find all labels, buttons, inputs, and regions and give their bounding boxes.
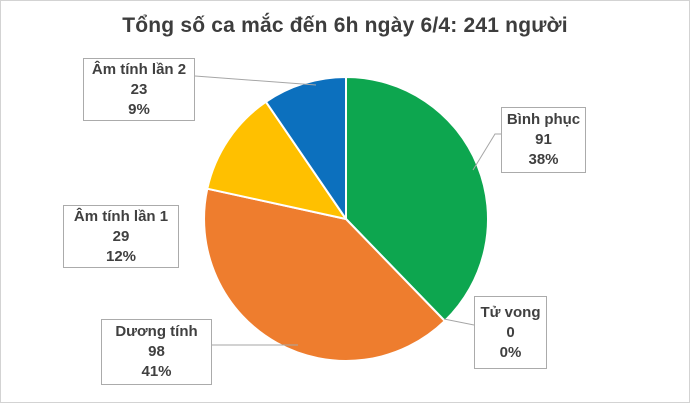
callout-am-tinh-2: Âm tính lần 2 23 9% bbox=[83, 58, 195, 121]
slice-percent: 9% bbox=[128, 100, 150, 118]
pie-slice-2 bbox=[203, 187, 446, 362]
slice-value: 0 bbox=[506, 323, 515, 341]
callout-binh-phuc: Bình phục 91 38% bbox=[501, 107, 586, 173]
callout-duong-tinh: Dương tính 98 41% bbox=[101, 319, 212, 385]
slice-percent: 38% bbox=[528, 151, 559, 168]
slice-value: 98 bbox=[148, 343, 165, 360]
pie-slice-4 bbox=[264, 76, 347, 220]
slice-label: Dương tính bbox=[115, 323, 198, 340]
pie-slice-3 bbox=[206, 100, 347, 220]
callout-am-tinh-1: Âm tính lần 1 29 12% bbox=[63, 205, 179, 268]
slice-percent: 12% bbox=[105, 247, 137, 265]
chart-title: Tổng số ca mắc đến 6h ngày 6/4: 241 ngườ… bbox=[122, 14, 568, 37]
slice-value: 29 bbox=[112, 227, 130, 245]
pie-slice-0 bbox=[345, 76, 489, 322]
callout-tu-vong: Tử vong 0 0% bbox=[474, 296, 547, 369]
slice-value: 91 bbox=[535, 131, 552, 148]
slice-percent: 41% bbox=[141, 363, 172, 380]
slice-label: Bình phục bbox=[506, 111, 581, 128]
slice-label: Âm tính lần 1 bbox=[73, 207, 169, 225]
slice-percent: 0% bbox=[499, 343, 522, 361]
leader-line-am-tinh-2 bbox=[194, 75, 317, 86]
leader-line-tu-vong bbox=[443, 318, 475, 326]
leader-line-binh-phuc bbox=[472, 133, 501, 171]
slice-label: Tử vong bbox=[480, 303, 541, 321]
slice-value: 23 bbox=[130, 80, 148, 98]
slice-label: Âm tính lần 2 bbox=[91, 60, 187, 78]
